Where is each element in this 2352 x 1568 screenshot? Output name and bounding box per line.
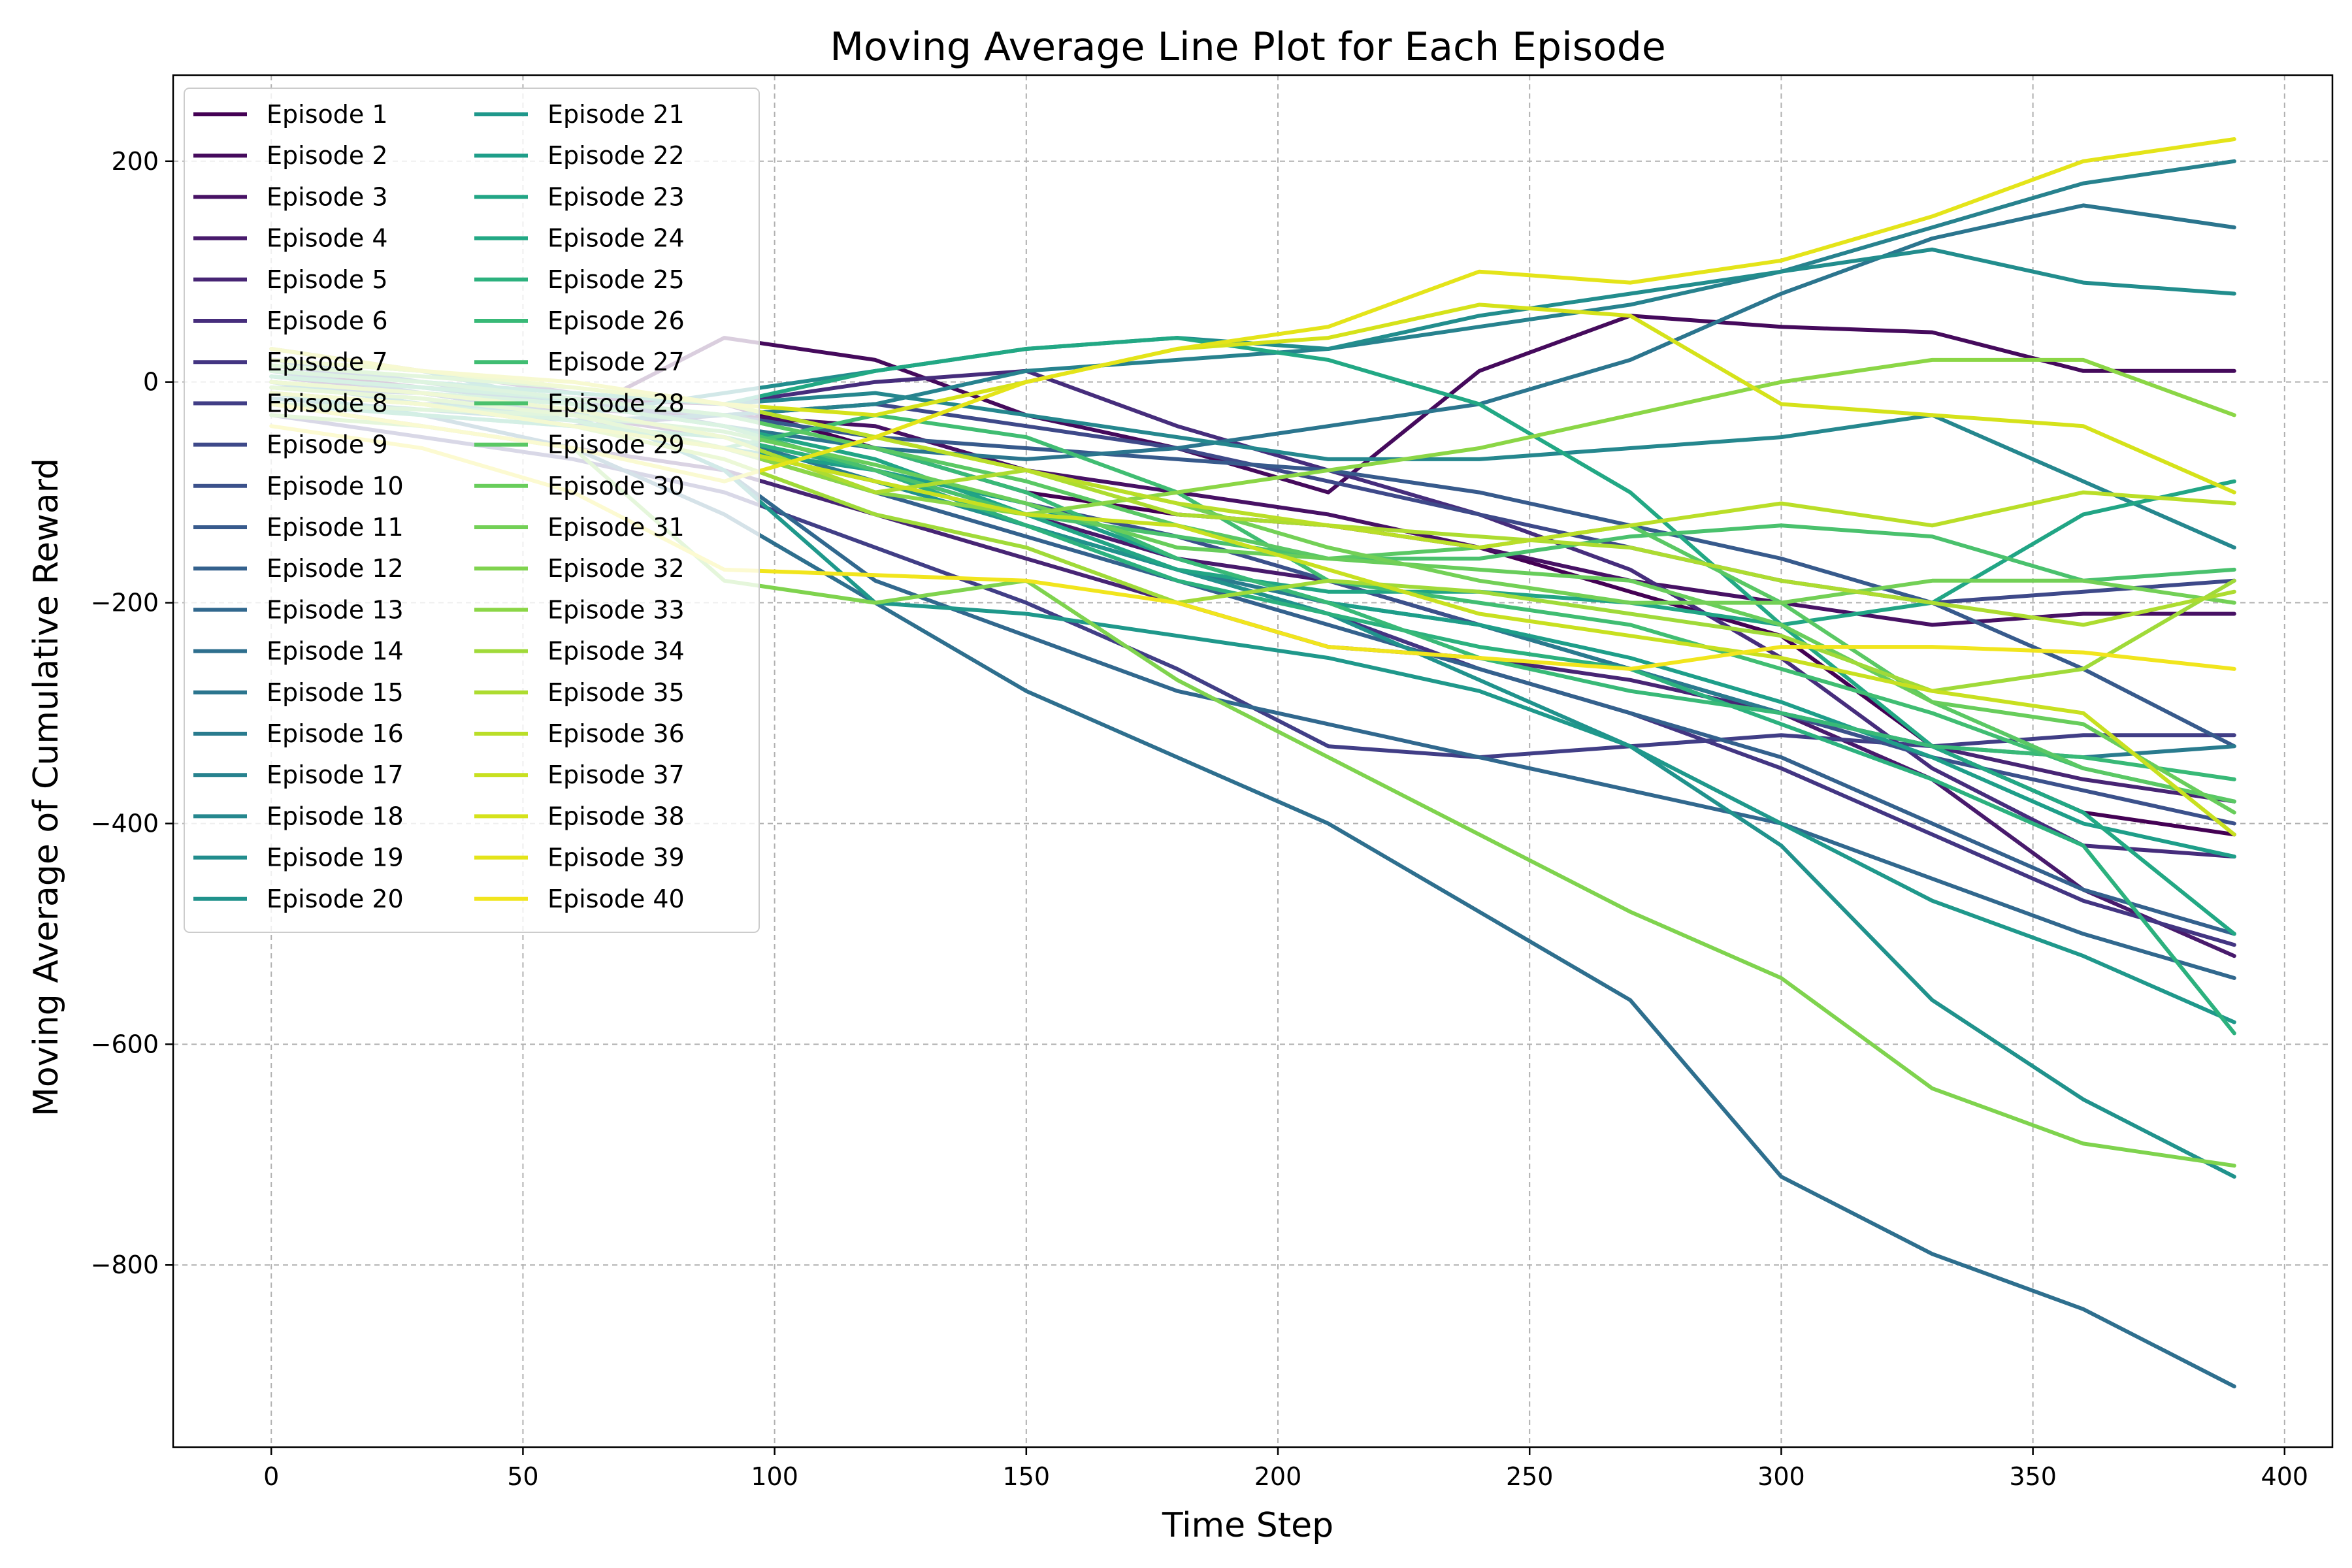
x-axis-label: Time Step bbox=[1162, 1506, 1333, 1545]
legend-label: Episode 31 bbox=[547, 513, 685, 542]
legend-label: Episode 38 bbox=[547, 802, 685, 830]
legend-label: Episode 18 bbox=[267, 802, 404, 830]
legend-label: Episode 6 bbox=[267, 306, 388, 335]
x-tick-label: 0 bbox=[263, 1462, 279, 1491]
legend-label: Episode 1 bbox=[267, 100, 388, 129]
legend-label: Episode 7 bbox=[267, 348, 388, 376]
series-lines bbox=[269, 137, 2236, 1389]
y-tick-label: 0 bbox=[143, 368, 159, 397]
legend-label: Episode 30 bbox=[547, 472, 685, 500]
legend-label: Episode 29 bbox=[547, 431, 685, 459]
legend-label: Episode 17 bbox=[267, 760, 404, 789]
legend-label: Episode 35 bbox=[547, 678, 685, 707]
y-axis-ticks: −800 −600 −400 −200 0 200 bbox=[91, 147, 173, 1279]
legend-label: Episode 4 bbox=[267, 224, 388, 253]
legend-label: Episode 14 bbox=[267, 637, 404, 666]
x-tick-label: 50 bbox=[507, 1462, 538, 1491]
legend-label: Episode 13 bbox=[267, 595, 404, 624]
y-tick-label: −600 bbox=[91, 1030, 159, 1058]
legend-label: Episode 19 bbox=[267, 843, 404, 872]
legend: Episode 1 Episode 2 Episode 3 Episode 4 Epis… bbox=[184, 88, 760, 933]
legend-label: Episode 12 bbox=[267, 554, 404, 583]
legend-label: Episode 3 bbox=[267, 182, 388, 211]
y-tick-label: −200 bbox=[91, 589, 159, 617]
legend-label: Episode 5 bbox=[267, 265, 388, 294]
x-tick-label: 400 bbox=[2261, 1462, 2309, 1491]
legend-box bbox=[184, 88, 760, 933]
legend-label: Episode 15 bbox=[267, 678, 404, 707]
axes-frame bbox=[172, 74, 2334, 1448]
legend-label: Episode 40 bbox=[547, 885, 685, 913]
legend-label: Episode 27 bbox=[547, 348, 685, 376]
x-tick-label: 350 bbox=[2009, 1462, 2057, 1491]
legend-label: Episode 8 bbox=[267, 389, 388, 417]
x-tick-label: 100 bbox=[751, 1462, 798, 1491]
legend-label: Episode 9 bbox=[267, 431, 388, 459]
legend-label: Episode 22 bbox=[547, 141, 685, 170]
legend-label: Episode 10 bbox=[267, 472, 404, 500]
legend-label: Episode 25 bbox=[547, 265, 685, 294]
x-tick-label: 200 bbox=[1254, 1462, 1302, 1491]
legend-label: Episode 2 bbox=[267, 141, 388, 170]
legend-label: Episode 39 bbox=[547, 843, 685, 872]
y-tick-label: −800 bbox=[91, 1250, 159, 1279]
legend-label: Episode 11 bbox=[267, 513, 404, 542]
y-axis-label: Moving Average of Cumulative Reward bbox=[27, 458, 66, 1117]
legend-label: Episode 36 bbox=[547, 719, 685, 748]
y-tick-label: 200 bbox=[111, 147, 159, 176]
y-tick-label: −400 bbox=[91, 809, 159, 838]
legend-label: Episode 33 bbox=[547, 595, 685, 624]
legend-label: Episode 32 bbox=[547, 554, 685, 583]
legend-label: Episode 34 bbox=[547, 637, 685, 666]
legend-label: Episode 20 bbox=[267, 885, 404, 913]
legend-label: Episode 37 bbox=[547, 760, 685, 789]
x-axis-ticks: 0 50 100 150 200 250 300 350 400 bbox=[263, 1447, 2308, 1491]
legend-label: Episode 23 bbox=[547, 182, 685, 211]
x-tick-label: 250 bbox=[1506, 1462, 1554, 1491]
legend-label: Episode 24 bbox=[547, 224, 685, 253]
chart-title: Moving Average Line Plot for Each Episod… bbox=[830, 24, 1666, 70]
x-tick-label: 150 bbox=[1003, 1462, 1051, 1491]
legend-label: Episode 21 bbox=[547, 100, 685, 129]
legend-label: Episode 16 bbox=[267, 719, 404, 748]
x-tick-label: 300 bbox=[1757, 1462, 1805, 1491]
legend-label: Episode 26 bbox=[547, 306, 685, 335]
legend-label: Episode 28 bbox=[547, 389, 685, 417]
